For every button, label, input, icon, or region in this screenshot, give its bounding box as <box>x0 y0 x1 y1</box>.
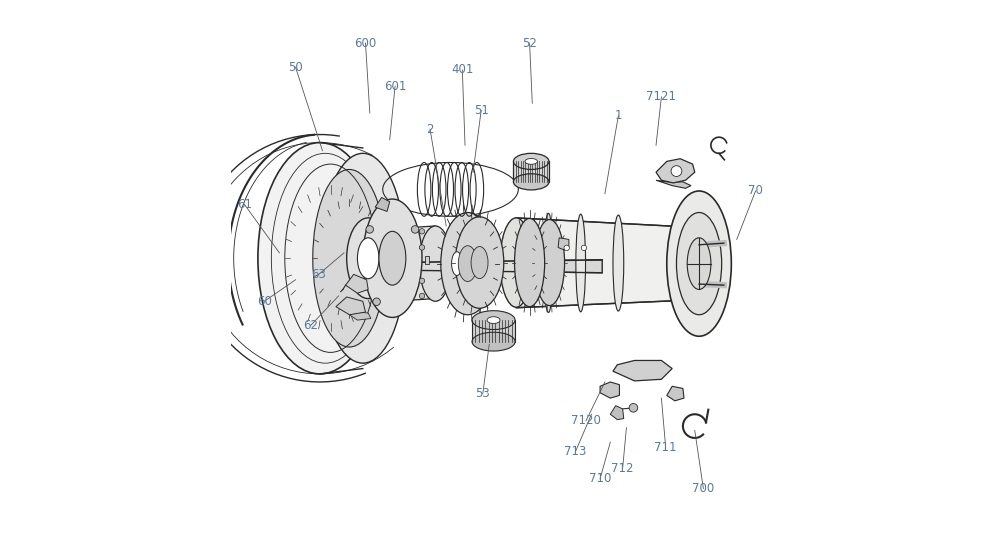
Text: 61: 61 <box>237 198 252 211</box>
Polygon shape <box>336 297 366 315</box>
Text: 601: 601 <box>384 80 406 93</box>
Ellipse shape <box>613 215 624 311</box>
Ellipse shape <box>544 214 553 313</box>
Polygon shape <box>391 260 602 273</box>
Ellipse shape <box>667 191 731 336</box>
Polygon shape <box>613 360 672 381</box>
Polygon shape <box>375 197 390 211</box>
Text: 51: 51 <box>474 104 489 117</box>
Polygon shape <box>472 320 515 342</box>
Ellipse shape <box>487 317 500 323</box>
Ellipse shape <box>671 166 682 176</box>
Ellipse shape <box>458 246 477 281</box>
Polygon shape <box>656 180 691 188</box>
Text: 70: 70 <box>748 185 763 197</box>
Ellipse shape <box>534 220 565 306</box>
Ellipse shape <box>363 199 422 317</box>
Text: 710: 710 <box>589 472 611 485</box>
Text: 7121: 7121 <box>646 90 676 103</box>
Text: 7120: 7120 <box>571 414 601 427</box>
Ellipse shape <box>419 226 452 301</box>
Polygon shape <box>558 238 569 250</box>
Polygon shape <box>349 312 371 320</box>
Circle shape <box>411 225 419 233</box>
Circle shape <box>373 298 380 306</box>
Text: 63: 63 <box>311 268 326 281</box>
Ellipse shape <box>576 214 586 312</box>
Circle shape <box>419 278 425 284</box>
Ellipse shape <box>384 246 400 281</box>
Text: 62: 62 <box>303 319 318 332</box>
Ellipse shape <box>379 231 406 285</box>
Ellipse shape <box>513 174 549 190</box>
Text: 60: 60 <box>257 295 272 308</box>
Ellipse shape <box>687 238 711 289</box>
Ellipse shape <box>441 213 495 315</box>
Circle shape <box>629 404 638 412</box>
Polygon shape <box>425 256 429 264</box>
Polygon shape <box>513 161 549 182</box>
Circle shape <box>581 245 587 251</box>
Text: 50: 50 <box>288 61 303 74</box>
Ellipse shape <box>676 213 722 315</box>
Ellipse shape <box>525 159 537 164</box>
Ellipse shape <box>347 218 390 299</box>
Text: 600: 600 <box>354 37 377 49</box>
Text: 52: 52 <box>522 37 537 49</box>
Text: 711: 711 <box>654 441 677 454</box>
Circle shape <box>419 229 425 234</box>
Ellipse shape <box>472 311 515 329</box>
Text: 2: 2 <box>426 123 434 136</box>
Text: 700: 700 <box>692 482 714 495</box>
Polygon shape <box>656 159 695 183</box>
Text: 713: 713 <box>564 445 587 458</box>
Circle shape <box>366 225 373 233</box>
Polygon shape <box>610 406 624 420</box>
Polygon shape <box>516 218 699 308</box>
Ellipse shape <box>472 332 515 351</box>
Circle shape <box>564 245 569 251</box>
Ellipse shape <box>452 252 462 275</box>
Ellipse shape <box>258 143 382 374</box>
Ellipse shape <box>357 238 379 279</box>
Polygon shape <box>600 382 619 398</box>
Text: 1: 1 <box>615 109 622 122</box>
Ellipse shape <box>376 229 409 299</box>
Circle shape <box>419 293 425 299</box>
Circle shape <box>419 245 425 250</box>
Ellipse shape <box>444 234 470 293</box>
Ellipse shape <box>313 169 386 347</box>
Ellipse shape <box>515 218 545 307</box>
Polygon shape <box>392 226 435 301</box>
Text: 401: 401 <box>451 63 474 76</box>
Ellipse shape <box>320 153 406 363</box>
Text: 712: 712 <box>611 462 634 475</box>
Text: 53: 53 <box>475 387 490 400</box>
Ellipse shape <box>455 217 504 308</box>
Ellipse shape <box>500 218 532 307</box>
Ellipse shape <box>513 153 549 169</box>
Polygon shape <box>667 386 684 401</box>
Ellipse shape <box>471 246 488 279</box>
Polygon shape <box>346 274 368 293</box>
